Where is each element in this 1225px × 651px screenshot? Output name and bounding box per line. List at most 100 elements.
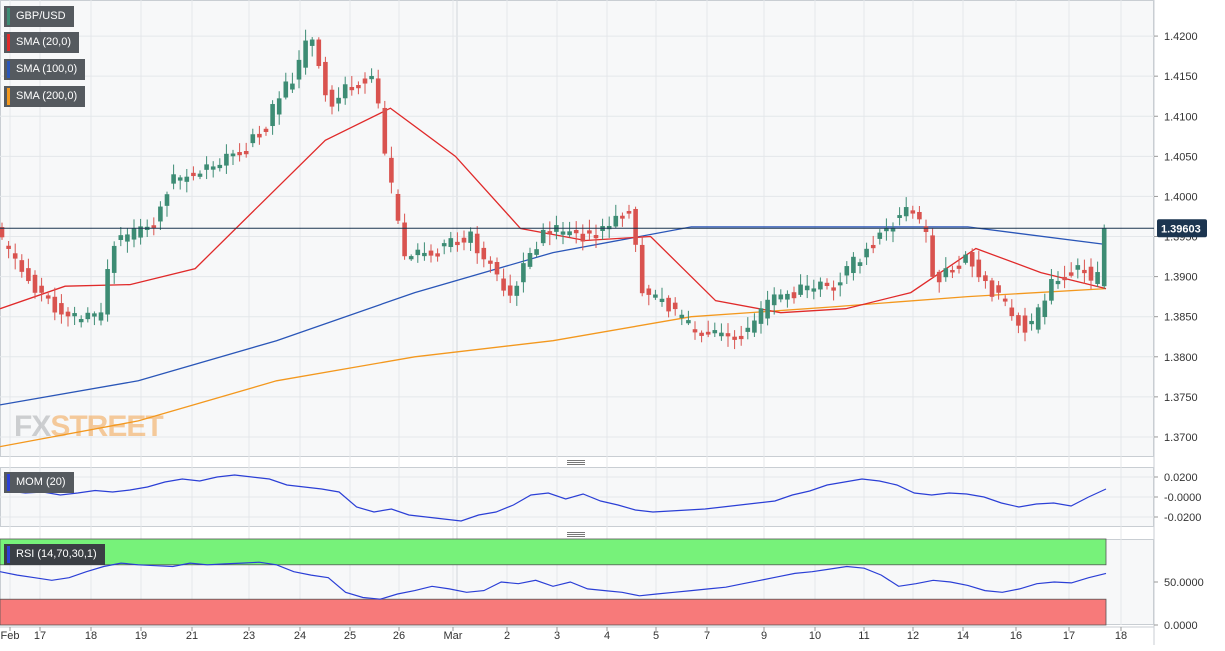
current-price-tag-bg	[1157, 219, 1207, 238]
candle-body-131	[864, 248, 869, 258]
candle-body-51	[336, 97, 341, 104]
candle-body-72	[474, 233, 480, 254]
candle-body-122	[804, 285, 810, 291]
candle-body-7	[45, 295, 51, 299]
candle-body-34	[224, 153, 229, 166]
candle-body-13	[85, 312, 91, 320]
candle-body-123	[811, 288, 817, 292]
candle-body-55	[362, 78, 368, 84]
candle-body-61	[402, 222, 407, 257]
candle-body-92	[606, 225, 612, 230]
candle-body-143	[943, 268, 949, 278]
candle-body-121	[798, 284, 803, 295]
rsi-axis-label-0: 50.0000	[1164, 577, 1204, 589]
candle-body-15	[98, 312, 104, 321]
candle-body-23	[151, 225, 157, 229]
rsi-line	[0, 561, 1107, 600]
candle-body-127	[837, 282, 843, 286]
candle-body-58	[382, 107, 388, 154]
candle-body-69	[455, 241, 460, 246]
price-axis-label-0: 1.3700	[1164, 432, 1198, 444]
candle-body-33	[217, 164, 223, 169]
candles-group	[0, 29, 1107, 350]
candle-body-53	[349, 86, 355, 91]
candle-body-47	[309, 39, 315, 46]
legend-rsi-swatch	[7, 546, 10, 563]
candle-body-90	[593, 235, 599, 239]
x-axis-label-20: 16	[1010, 630, 1022, 642]
candle-body-110	[725, 333, 731, 337]
candle-body-10	[65, 311, 71, 317]
candle-body-31	[204, 164, 209, 170]
splitter-grip-b-0	[567, 462, 585, 463]
legend-rsi-label: RSI (14,70,30,1)	[16, 548, 97, 560]
x-axis-label-13: 5	[653, 630, 659, 642]
candle-body-16	[105, 269, 110, 315]
candle-body-78	[514, 285, 520, 296]
candle-body-167	[1101, 228, 1107, 287]
candle-body-44	[290, 83, 295, 90]
candle-body-150	[989, 280, 995, 297]
candle-body-137	[903, 207, 909, 217]
candle-body-128	[844, 266, 850, 276]
candle-body-38	[250, 134, 256, 144]
candle-body-155	[1022, 315, 1028, 333]
candle-body-105	[692, 329, 698, 333]
candle-body-88	[580, 233, 586, 242]
candle-body-0	[0, 227, 5, 238]
candle-body-130	[857, 262, 863, 266]
candle-body-79	[521, 263, 526, 283]
candle-body-1	[6, 245, 11, 249]
price-axis-label-3: 1.3850	[1164, 312, 1198, 324]
legend-mom-swatch	[7, 474, 10, 491]
legend-sma20-swatch	[7, 34, 10, 51]
splitter-grip-c-1	[567, 536, 585, 537]
candle-body-154	[1016, 315, 1021, 326]
mom-line	[7, 474, 1107, 522]
price-axis-label-4: 1.3900	[1164, 272, 1198, 284]
candle-body-37	[243, 151, 249, 155]
candle-body-107	[705, 331, 711, 335]
candle-body-142	[936, 271, 942, 283]
candle-body-108	[712, 330, 718, 334]
candle-body-48	[316, 39, 322, 67]
candle-body-11	[72, 313, 77, 317]
candle-body-26	[171, 174, 176, 184]
candle-body-133	[877, 232, 883, 239]
candle-body-83	[547, 231, 553, 235]
candle-body-60	[395, 193, 401, 221]
candle-body-3	[19, 260, 25, 272]
candle-body-141	[930, 235, 935, 277]
candle-body-134	[884, 227, 889, 232]
candle-body-103	[679, 314, 685, 318]
sma20-line	[0, 107, 1107, 314]
candle-body-64	[422, 252, 427, 257]
candle-body-126	[831, 287, 836, 291]
candle-body-41	[270, 104, 275, 127]
x-axis-label-7: 25	[344, 630, 356, 642]
candle-body-166	[1095, 272, 1100, 284]
candle-body-136	[897, 215, 902, 218]
candle-body-153	[1009, 307, 1015, 317]
candle-body-147	[969, 252, 975, 267]
candle-body-20	[131, 228, 137, 240]
candle-body-35	[230, 153, 236, 157]
candle-body-113	[745, 327, 751, 332]
splitter-grip-b-1	[567, 534, 585, 535]
candle-body-19	[125, 234, 130, 242]
fxstreet-watermark: FXSTREET	[14, 410, 163, 443]
candle-body-82	[540, 229, 546, 244]
candle-body-56	[369, 75, 374, 80]
candle-body-42	[276, 98, 282, 115]
x-axis-label-5: 23	[243, 630, 255, 642]
candle-body-109	[719, 332, 724, 337]
candle-body-66	[435, 253, 440, 257]
candle-body-157	[1035, 307, 1041, 330]
candle-body-102	[672, 302, 678, 310]
candle-body-32	[210, 166, 216, 170]
candle-body-29	[191, 172, 196, 177]
x-axis-label-22: 18	[1115, 630, 1127, 642]
candle-body-165	[1088, 266, 1094, 281]
candle-body-106	[699, 332, 704, 336]
